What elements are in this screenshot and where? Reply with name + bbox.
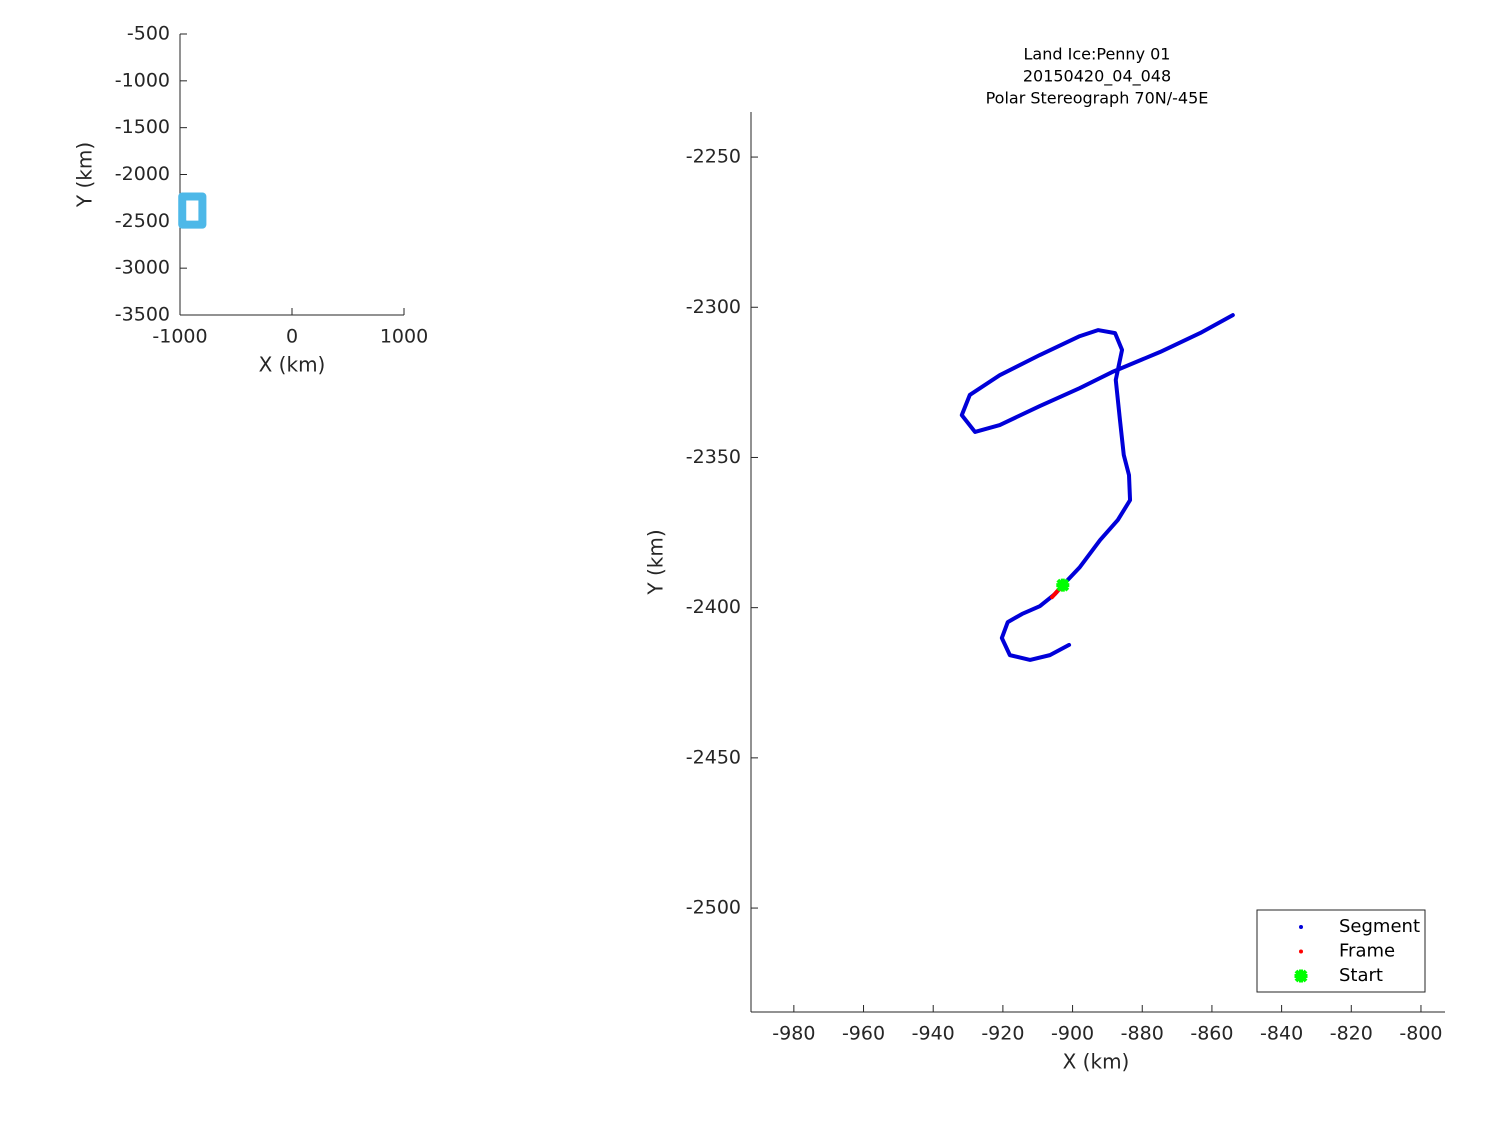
x-tick-label: -900 [1051,1023,1094,1045]
axes: -980 -960 -940 -920 -900 -880 -860 -840 -820 -800… [644,45,1445,1074]
legend-box [1256,909,1426,993]
y-tick-label: -2350 [686,446,741,468]
chart-title: Land Ice:Penny 01 [1024,45,1171,64]
y-tick-label: -2250 [686,146,741,168]
x-tick-label: -920 [981,1023,1024,1045]
y-tick-label: -3500 [115,304,170,326]
legend-swatch [1299,925,1303,929]
x-axis-label: X (km) [259,353,326,377]
x-tick-label: -800 [1399,1023,1442,1045]
y-tick-label: -2000 [115,163,170,185]
y-tick-label: -2400 [686,596,741,618]
legend-label: Frame [1339,941,1395,962]
y-tick-label: -1500 [115,116,170,138]
series-line [959,313,1235,662]
chart-title: 20150420_04_048 [1023,67,1171,87]
legend-label: Segment [1339,916,1420,937]
x-tick-label: 0 [286,326,298,348]
y-tick-label: -2450 [686,746,741,768]
legend: Segment Frame Start [1256,909,1426,993]
chart-title: Polar Stereograph 70N/-45E [986,89,1209,108]
y-axis-label: Y (km) [73,142,97,208]
y-axis-label: Y (km) [644,529,668,595]
x-tick-label: -960 [842,1023,885,1045]
series-line [178,192,207,229]
x-tick-label: 1000 [380,326,428,348]
x-tick-label: -940 [912,1023,955,1045]
y-tick-label: -2300 [686,296,741,318]
y-tick-label: -2500 [686,897,741,919]
x-tick-label: -860 [1190,1023,1233,1045]
x-axis-label: X (km) [1063,1050,1130,1074]
y-tick-label: -1000 [115,69,170,91]
y-tick-label: -500 [127,23,170,45]
axes: -1000 0 1000 -3500 -3000 -2500 -2000 -1500 -1000… [73,23,429,377]
legend-swatch [1299,949,1303,954]
start-marker [1056,578,1070,592]
x-tick-label: -1000 [152,326,207,348]
y-tick-label: -2500 [115,210,170,232]
legend-label: Start [1339,965,1383,986]
x-tick-label: -880 [1121,1023,1164,1045]
x-tick-label: -840 [1260,1023,1303,1045]
x-tick-label: -980 [772,1023,815,1045]
y-tick-label: -3000 [115,257,170,279]
x-tick-label: -820 [1330,1023,1373,1045]
start-marker [1294,969,1308,983]
